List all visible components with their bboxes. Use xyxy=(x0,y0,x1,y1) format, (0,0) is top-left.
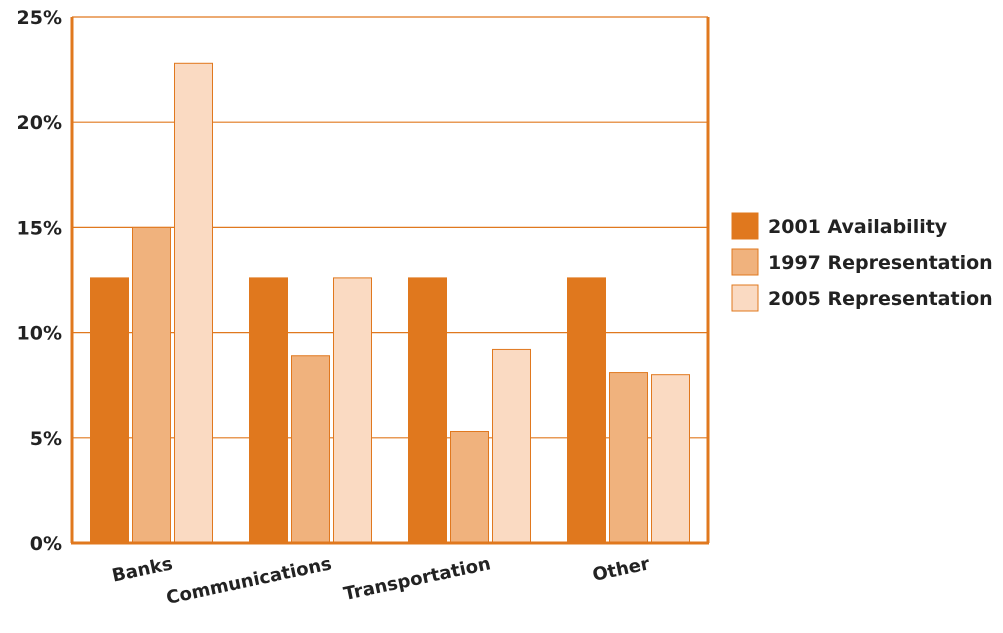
y-tick-label: 25% xyxy=(17,7,62,29)
x-tick-label: Banks xyxy=(110,553,174,586)
bar-1997-representation xyxy=(132,226,171,544)
bar-2001-availability xyxy=(408,277,447,544)
legend-label: 2001 Availability xyxy=(768,216,948,238)
bar-1997-representation xyxy=(291,355,330,544)
bar-2005-representation xyxy=(492,348,531,544)
x-tick-label: Transportation xyxy=(342,553,493,605)
bars xyxy=(90,62,690,544)
bar-2001-availability xyxy=(249,277,288,544)
y-tick-label: 15% xyxy=(17,217,62,239)
bar-2005-representation xyxy=(651,374,690,544)
x-tick-label: Communications xyxy=(164,553,333,609)
bar-2001-availability xyxy=(90,277,129,544)
legend-swatch xyxy=(731,248,759,276)
legend: 2001 Availability 1997 Representation 2005… xyxy=(731,212,993,312)
y-tick-label: 20% xyxy=(17,112,62,134)
legend-swatch xyxy=(731,212,759,240)
bar-1997-representation xyxy=(609,372,648,544)
bar-1997-representation xyxy=(450,430,489,544)
x-tick-label: Other xyxy=(591,553,652,586)
bar-2001-availability xyxy=(567,277,606,544)
bar-2005-representation xyxy=(174,62,213,544)
bar-2005-representation xyxy=(333,277,372,544)
legend-swatch xyxy=(731,284,759,312)
legend-label: 1997 Representation xyxy=(768,252,993,274)
y-tick-label: 10% xyxy=(17,323,62,345)
y-axis-ticks: 0% 5% 10% 15% 20% 25% xyxy=(17,7,62,555)
legend-label: 2005 Representation xyxy=(768,288,993,310)
y-tick-label: 0% xyxy=(30,533,62,555)
y-tick-label: 5% xyxy=(30,428,62,450)
axes xyxy=(70,17,710,545)
